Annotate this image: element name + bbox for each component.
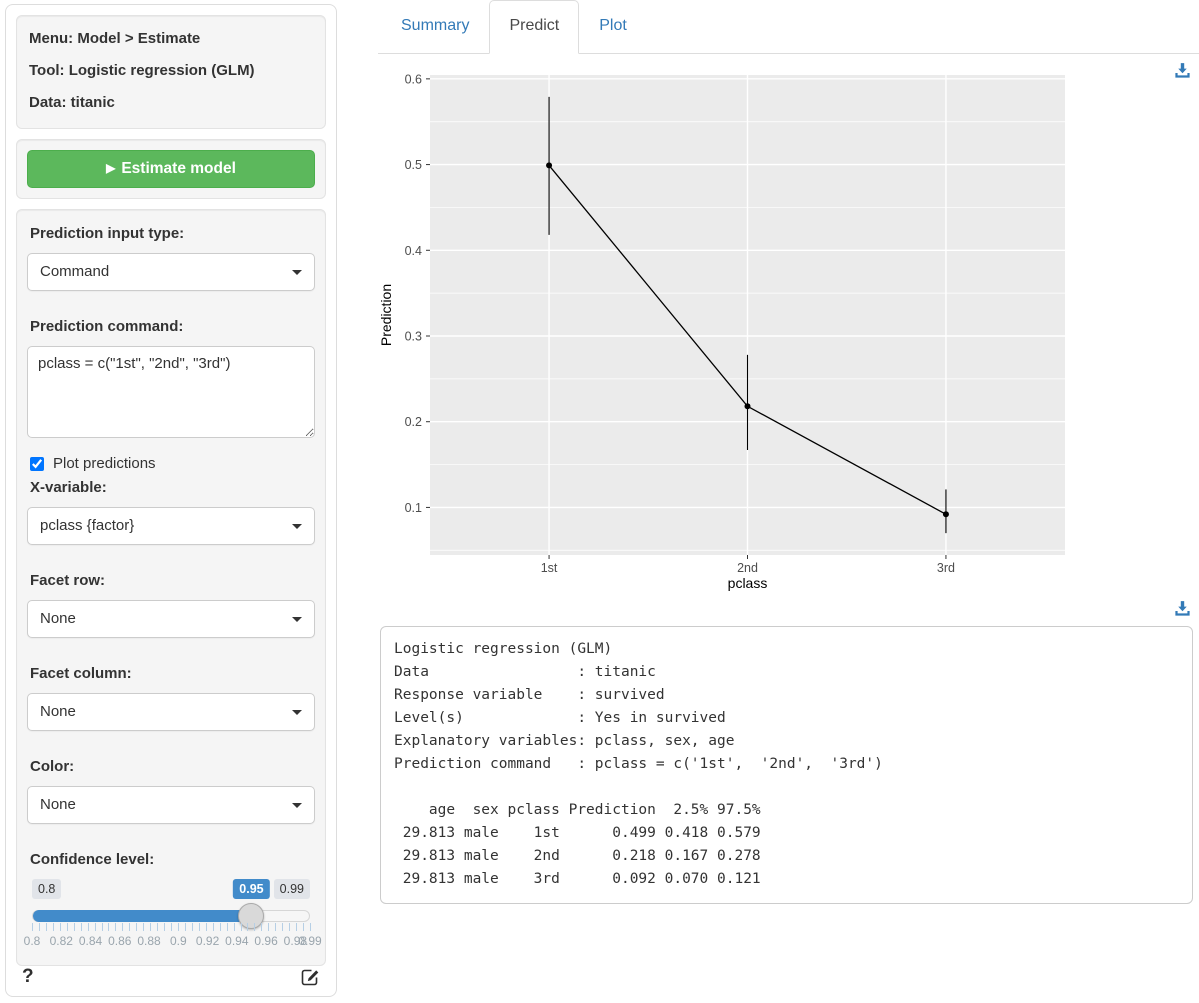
edit-report-button[interactable]	[300, 967, 320, 987]
sidebar-footer: ?	[6, 964, 336, 990]
svg-text:0.4: 0.4	[405, 244, 422, 258]
svg-text:0.3: 0.3	[405, 330, 422, 344]
confidence-level-label: Confidence level:	[30, 851, 155, 868]
x-variable-label: X-variable:	[30, 479, 107, 496]
color-value: None	[40, 796, 76, 813]
tab-predict[interactable]: Predict	[489, 0, 580, 54]
prediction-input-type-label: Prediction input type:	[30, 225, 185, 242]
slider-track[interactable]	[32, 903, 310, 929]
slider-handle[interactable]	[237, 903, 264, 929]
slider-fill	[33, 910, 251, 922]
confidence-level-slider[interactable]: 0.8 0.95 0.99 0.8 0.82 0.84 0.86 0.88 0.9 0.92…	[24, 879, 322, 949]
facet-column-value: None	[40, 703, 76, 720]
play-icon: ▶	[106, 161, 116, 175]
prediction-input-type-select[interactable]: Command	[27, 253, 315, 291]
prediction-plot-section: 0.1 0.2 0.3 0.4 0.5 0.6 1st 2nd 3rd Prediction pcl…	[378, 60, 1199, 605]
menu-breadcrumb: Menu: Model > Estimate	[29, 30, 201, 47]
chevron-down-icon	[292, 270, 302, 275]
svg-text:0.1: 0.1	[405, 501, 422, 515]
download-icon	[1175, 63, 1190, 78]
prediction-summary-output: Logistic regression (GLM) Data : titanic…	[380, 626, 1193, 904]
tab-plot[interactable]: Plot	[599, 17, 627, 34]
slider-min-badge: 0.8	[32, 879, 62, 899]
plot-predictions-label: Plot predictions	[53, 455, 156, 472]
result-tabs: Summary Predict Plot	[378, 0, 1199, 54]
prediction-controls-panel: Prediction input type: Command Predictio…	[16, 209, 326, 966]
x-variable-select[interactable]: pclass {factor}	[27, 507, 315, 545]
main-content: Summary Predict Plot 0.1 0.2 0.3 0.4 0.5 0.6 1…	[378, 0, 1199, 1003]
svg-text:0.6: 0.6	[405, 72, 422, 86]
svg-text:Prediction: Prediction	[378, 284, 394, 346]
estimate-model-button[interactable]: ▶ Estimate model	[27, 150, 315, 188]
prediction-command-label: Prediction command:	[30, 318, 184, 335]
facet-row-select[interactable]: None	[27, 600, 315, 638]
facet-column-select[interactable]: None	[27, 693, 315, 731]
svg-text:1st: 1st	[541, 561, 558, 575]
chevron-down-icon	[292, 617, 302, 622]
color-select[interactable]: None	[27, 786, 315, 824]
tool-name: Tool: Logistic regression (GLM)	[29, 62, 255, 79]
tab-summary[interactable]: Summary	[401, 17, 470, 34]
facet-row-value: None	[40, 610, 76, 627]
prediction-plot: 0.1 0.2 0.3 0.4 0.5 0.6 1st 2nd 3rd Prediction pcl…	[378, 72, 1065, 591]
facet-column-label: Facet column:	[30, 665, 132, 682]
svg-text:2nd: 2nd	[737, 561, 758, 575]
svg-text:0.2: 0.2	[405, 415, 422, 429]
slider-max-badge: 0.99	[273, 879, 310, 899]
color-label: Color:	[30, 758, 75, 775]
x-variable-value: pclass {factor}	[40, 517, 135, 534]
model-info-panel: Menu: Model > Estimate Tool: Logistic re…	[16, 15, 326, 129]
estimate-panel: ▶ Estimate model	[16, 139, 326, 199]
facet-row-label: Facet row:	[30, 572, 106, 589]
slider-value-badge: 0.95	[233, 879, 270, 899]
download-plot-button[interactable]	[1174, 62, 1191, 79]
dataset-name: Data: titanic	[29, 94, 115, 111]
svg-text:3rd: 3rd	[937, 561, 955, 575]
chevron-down-icon	[292, 524, 302, 529]
pencil-square-icon	[301, 969, 319, 986]
svg-text:pclass: pclass	[728, 575, 768, 591]
download-predictions-button[interactable]	[1174, 600, 1191, 617]
prediction-output-section: Logistic regression (GLM) Data : titanic…	[378, 596, 1199, 904]
help-button[interactable]: ?	[22, 966, 34, 987]
prediction-command-input[interactable]: pclass = c("1st", "2nd", "3rd")	[27, 346, 315, 438]
chevron-down-icon	[292, 710, 302, 715]
slider-grid: 0.8 0.82 0.84 0.86 0.88 0.9 0.92 0.94 0.96 0.98 0.…	[24, 923, 322, 949]
prediction-input-type-value: Command	[40, 263, 110, 280]
chevron-down-icon	[292, 803, 302, 808]
download-icon	[1175, 601, 1190, 616]
plot-predictions-checkbox[interactable]	[30, 456, 44, 471]
svg-text:0.5: 0.5	[405, 158, 422, 172]
sidebar: Menu: Model > Estimate Tool: Logistic re…	[5, 4, 337, 997]
